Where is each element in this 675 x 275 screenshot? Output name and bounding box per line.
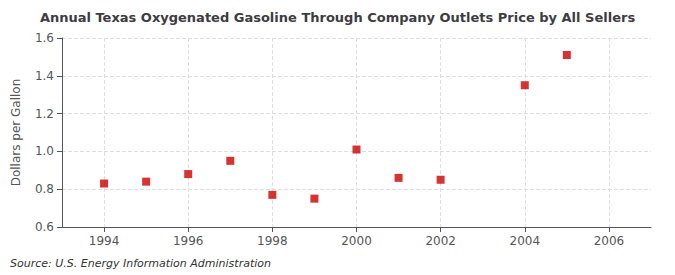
svg-text:1996: 1996 xyxy=(173,234,204,248)
svg-text:1.4: 1.4 xyxy=(35,69,54,83)
svg-text:1.0: 1.0 xyxy=(35,144,54,158)
svg-text:0.8: 0.8 xyxy=(35,182,54,196)
svg-text:2006: 2006 xyxy=(594,234,625,248)
svg-text:Annual Texas Oxygenated Gasoli: Annual Texas Oxygenated Gasoline Through… xyxy=(40,10,636,25)
svg-text:2002: 2002 xyxy=(425,234,456,248)
svg-text:1.2: 1.2 xyxy=(35,107,54,121)
svg-text:2004: 2004 xyxy=(510,234,541,248)
svg-text:1.6: 1.6 xyxy=(35,31,54,45)
svg-text:1994: 1994 xyxy=(89,234,120,248)
svg-text:0.6: 0.6 xyxy=(35,220,54,234)
svg-text:Dollars per Gallon: Dollars per Gallon xyxy=(9,79,23,187)
svg-text:Source: U.S. Energy Informatio: Source: U.S. Energy Information Administ… xyxy=(10,257,271,270)
svg-text:2000: 2000 xyxy=(341,234,372,248)
svg-text:1998: 1998 xyxy=(257,234,288,248)
